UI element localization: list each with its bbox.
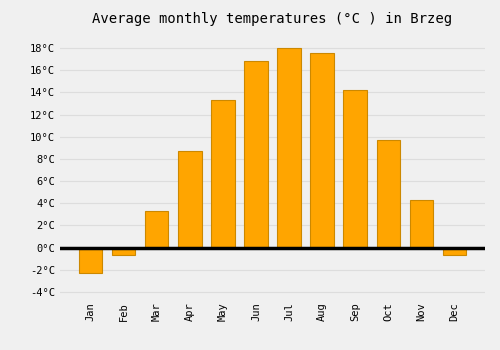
Bar bbox=[376, 140, 400, 248]
Bar bbox=[442, 248, 466, 256]
Bar bbox=[344, 90, 366, 248]
Bar bbox=[112, 248, 136, 256]
Bar bbox=[178, 151, 202, 248]
Bar bbox=[278, 48, 300, 248]
Bar bbox=[80, 248, 102, 273]
Bar bbox=[310, 52, 334, 248]
Bar bbox=[212, 100, 234, 248]
Title: Average monthly temperatures (°C ) in Brzeg: Average monthly temperatures (°C ) in Br… bbox=[92, 12, 452, 26]
Bar bbox=[244, 62, 268, 248]
Bar bbox=[146, 211, 169, 248]
Bar bbox=[410, 200, 432, 248]
